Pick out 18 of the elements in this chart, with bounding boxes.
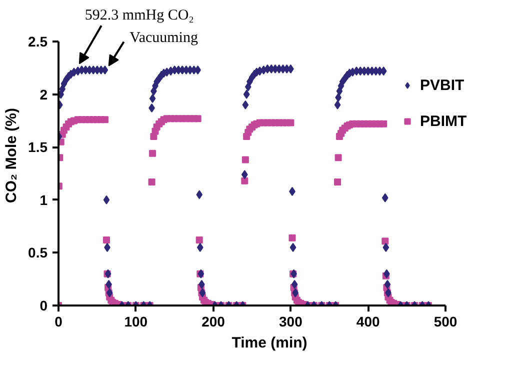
y-tick-label: 0.5 bbox=[28, 244, 48, 261]
legend-label: PBIMT bbox=[420, 112, 467, 130]
y-tick-label: 2 bbox=[40, 86, 48, 102]
legend-label: PVBIT bbox=[420, 76, 464, 94]
y-axis-title: CO₂ Mole (%) bbox=[3, 108, 20, 203]
x-tick-label: 0 bbox=[54, 314, 63, 330]
x-tick-label: 200 bbox=[202, 314, 226, 330]
y-tick-label: 1 bbox=[40, 192, 48, 208]
x-axis-title: Time (min) bbox=[232, 334, 308, 352]
annotation: 592.3 mmHg CO₂ bbox=[84, 8, 194, 24]
annotation: Vacuuming bbox=[130, 30, 198, 46]
x-tick-label: 300 bbox=[279, 314, 303, 330]
y-tick-label: 2.5 bbox=[28, 34, 48, 50]
y-tick-label: 1.5 bbox=[28, 139, 48, 156]
x-tick-label: 500 bbox=[434, 314, 458, 330]
x-tick-label: 400 bbox=[356, 314, 380, 330]
y-tick-label: 0 bbox=[40, 298, 48, 314]
x-tick-label: 100 bbox=[124, 314, 148, 330]
